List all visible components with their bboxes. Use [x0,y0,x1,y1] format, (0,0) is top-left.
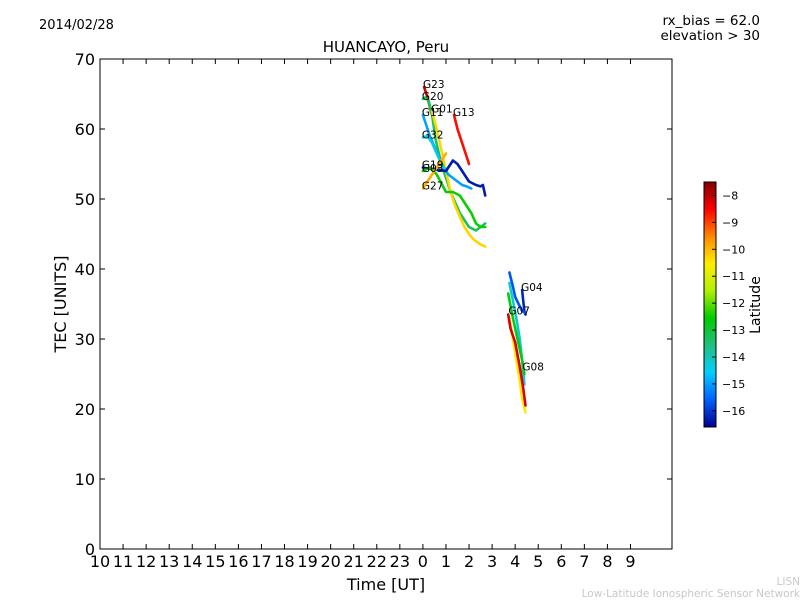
series-line-g18 [506,292,526,376]
chart-title: HUANCAYO, Peru [323,38,449,56]
colorbar-gradient [703,181,717,428]
x-tick-label: 14 [182,552,202,571]
colorbar-tick-label: −15 [722,378,745,391]
series-line-g32 [421,134,448,173]
x-tick-label: 12 [136,552,156,571]
x-tick-label: 22 [367,552,387,571]
colorbar-ticks: −8 −9 −10 −11 −12 −13 −14 −15 −16 [712,189,745,418]
x-axis: 10 11 12 13 14 15 16 17 18 19 20 21 22 23 0 1 2 3 4 5 6 7 8 9 [90,59,636,571]
y-tick-label: 10 [75,470,95,489]
series-label-g13: G13 [453,107,475,119]
colorbar-tick-label: −14 [722,351,745,364]
date-label: 2014/02/28 [39,18,114,33]
x-tick-label: 3 [487,552,497,571]
x-tick-label: 19 [297,552,317,571]
series-line-g13 [452,113,471,166]
colorbar-tick-label: −10 [722,243,745,256]
y-tick-label: 30 [75,330,95,349]
x-tick-label: 21 [344,552,364,571]
series-label-g03: G03 [422,163,444,175]
series-label-g27: G27 [422,181,444,193]
colorbar-tick-label: −16 [722,405,745,418]
y-tick-label: 0 [85,540,95,559]
x-tick-label: 17 [251,552,271,571]
elevation-label: elevation > 30 [660,28,760,44]
x-tick-label: 18 [274,552,294,571]
footer-credit: LISN Low-Latitude Ionospheric Sensor Net… [582,576,800,600]
y-tick-label: 20 [75,400,95,419]
y-tick-label: 60 [75,120,95,139]
series-line-g19 [421,159,487,197]
series-label-g11: G11 [422,107,444,119]
x-tick-label: 1 [441,552,451,571]
x-axis-label: Time [UT] [346,575,425,594]
series-layer [421,85,527,414]
y-axis-label: TEC [UNITS] [51,256,70,354]
x-tick-label: 0 [418,552,428,571]
series-line-g27 [421,152,448,190]
colorbar-tick-label: −13 [722,324,745,337]
receiver-info: rx_bias = 62.0 elevation > 30 [660,14,760,44]
x-tick-label: 7 [579,552,589,571]
series-label-g08: G08 [522,362,544,374]
series-label-g19: G19 [422,160,444,172]
colorbar-label: Latitude [748,276,764,334]
y-axis: 0 10 20 30 40 50 60 70 [75,50,672,559]
colorbar-tick-label: −11 [722,270,745,283]
series-label-g32: G32 [422,129,444,141]
series-line-g17 [506,313,527,407]
series-line-g07 [508,271,526,314]
x-tick-label: 2 [464,552,474,571]
y-tick-label: 40 [75,260,95,279]
colorbar: −8 −9 −10 −11 −12 −13 −14 −15 −16 Latitude [703,181,764,428]
x-tick-label: 16 [228,552,248,571]
x-tick-label: 15 [205,552,225,571]
series-label-g04: G04 [521,282,543,294]
x-tick-label: 20 [320,552,340,571]
series-line-g01 [430,110,487,248]
colorbar-tick-label: −12 [722,297,745,310]
footer-network: Low-Latitude Ionospheric Sensor Network [581,588,800,600]
x-tick-label: 23 [390,552,410,571]
colorbar-tick-label: −9 [722,216,738,229]
colorbar-tick-label: −8 [722,189,738,202]
y-tick-label: 70 [75,50,95,69]
series-label-g07: G07 [508,306,529,318]
x-tick-label: 6 [556,552,566,571]
x-tick-label: 9 [625,552,635,571]
x-tick-label: 8 [602,552,612,571]
y-tick-label: 50 [75,190,95,209]
series-label-g01: G01 [431,104,453,116]
x-tick-label: 11 [113,552,133,571]
x-tick-label: 13 [159,552,179,571]
plot-area [99,58,673,550]
x-tick-label: 4 [510,552,520,571]
x-tick-label: 10 [90,552,110,571]
series-label-g23: G23 [423,79,445,91]
rx-bias-label: rx_bias = 62.0 [662,13,760,29]
x-tick-label: 5 [533,552,543,571]
footer-org: LISN [776,576,800,588]
series-label-g20: G20 [422,91,444,103]
